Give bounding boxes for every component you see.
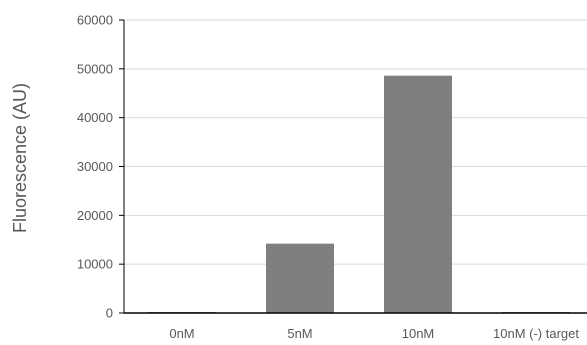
x-tick-label: 10nM (402, 326, 435, 341)
y-axis-title: Fluorescence (AU) (10, 83, 30, 233)
x-tick-label: 10nM (-) target (493, 326, 579, 341)
y-axis-ticks: 0 10000 20000 30000 40000 50000 60000 (77, 13, 124, 321)
gridlines (124, 19, 587, 265)
y-tick-label: 10000 (77, 257, 113, 272)
x-tick-label: 0nM (169, 326, 194, 341)
y-tick-label: 0 (106, 306, 113, 321)
y-tick-label: 60000 (77, 13, 113, 28)
y-tick-label: 30000 (77, 159, 113, 174)
y-tick-label: 40000 (77, 110, 113, 125)
bar-10nm (384, 75, 452, 313)
y-tick-label: 20000 (77, 208, 113, 223)
x-tick-label: 5nM (287, 326, 312, 341)
x-axis-ticks: 0nM 5nM 10nM 10nM (-) target (169, 326, 579, 341)
y-tick-label: 50000 (77, 61, 113, 76)
bar-5nm (266, 243, 334, 313)
bars (148, 75, 570, 313)
